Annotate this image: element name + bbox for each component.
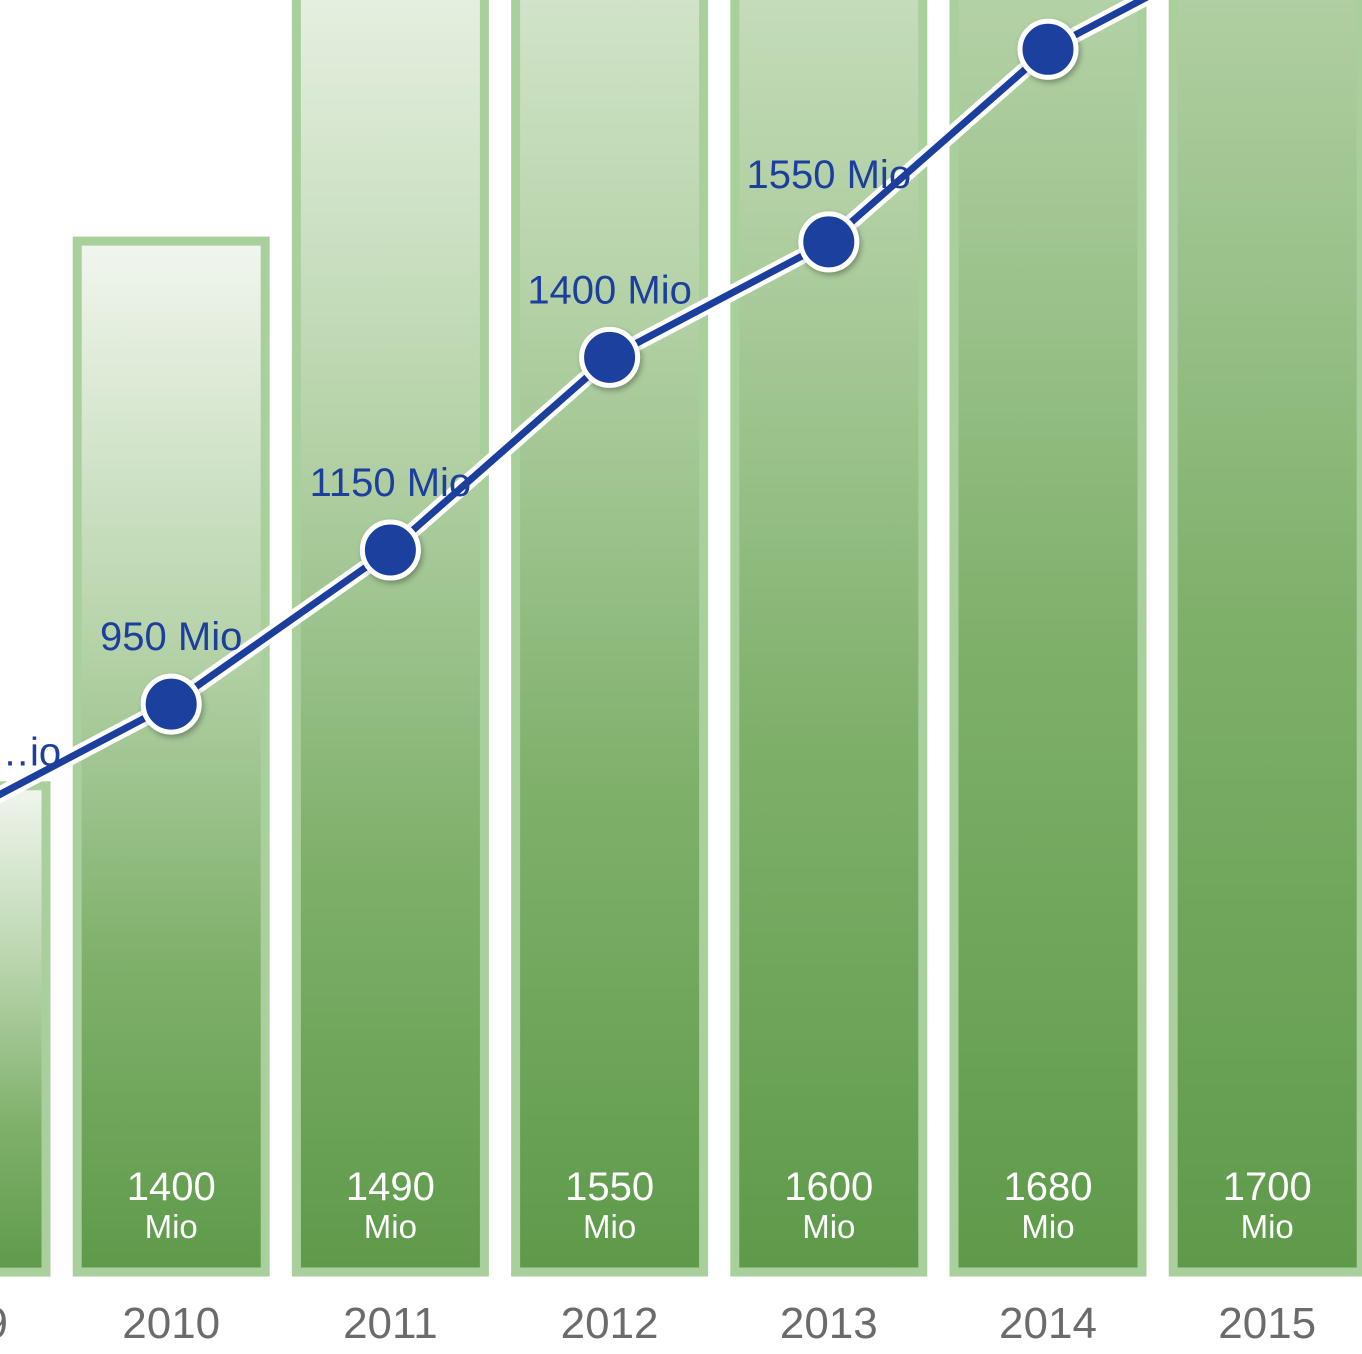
- line-value-label: 1150 Mio: [310, 461, 472, 505]
- x-tick-label: 2011: [343, 1299, 438, 1348]
- year-labels-layer: 9 2010 2011 2012 2013 2014 2015: [0, 1299, 1316, 1348]
- bar-2014: [949, 0, 1147, 1277]
- line-value-label: 1800 Mio: [966, 0, 1131, 4]
- line-value-label: …io: [0, 731, 61, 775]
- bar-value-label: 1550: [565, 1165, 654, 1209]
- line-point-2014: [1017, 18, 1079, 80]
- line-value-label: 1550 Mio: [747, 153, 912, 197]
- bar-value-label: 1490: [346, 1165, 435, 1209]
- bar-2015: [1168, 0, 1362, 1277]
- x-tick-label: 2012: [561, 1299, 659, 1348]
- bar-value-label: 1700: [1223, 1165, 1312, 1209]
- bar-unit-label: Mio: [802, 1208, 855, 1245]
- line-layer: [0, 0, 1149, 799]
- line-point-2013: [798, 211, 860, 273]
- bar-unit-label: Mio: [145, 1208, 198, 1245]
- x-tick-label: 2015: [1218, 1299, 1316, 1348]
- line-value-label: 1400 Mio: [527, 268, 692, 312]
- bar-2009: [0, 781, 51, 1277]
- bar-unit-label: Mio: [583, 1208, 636, 1245]
- line-point-2012: [579, 326, 641, 388]
- bar-value-label: 1600: [784, 1165, 873, 1209]
- bar-2010: [72, 236, 270, 1277]
- x-tick-label: 2013: [780, 1299, 878, 1348]
- x-tick-label: 2010: [122, 1299, 220, 1348]
- line-point-2010: [140, 673, 202, 735]
- bar-2011: [291, 0, 489, 1277]
- bar-unit-label: Mio: [1021, 1208, 1074, 1245]
- bar-value-label: 1400: [127, 1165, 216, 1209]
- bar-2012: [511, 0, 709, 1277]
- bar-value-label: 1680: [1004, 1165, 1093, 1209]
- line-value-label: 950 Mio: [100, 615, 242, 659]
- bar-unit-label: Mio: [1241, 1208, 1294, 1245]
- x-tick-label: 2014: [999, 1299, 1097, 1348]
- bars-layer: 1400Mio1490Mio1550Mio1600Mio1680Mio1700M…: [0, 0, 1362, 1277]
- line-point-2011: [359, 519, 421, 581]
- x-tick-label: 9: [0, 1299, 8, 1348]
- line-labels-layer: …io 950 Mio 1150 Mio 1400 Mio 1550 Mio 1800 M…: [0, 0, 1131, 775]
- bar-unit-label: Mio: [364, 1208, 417, 1245]
